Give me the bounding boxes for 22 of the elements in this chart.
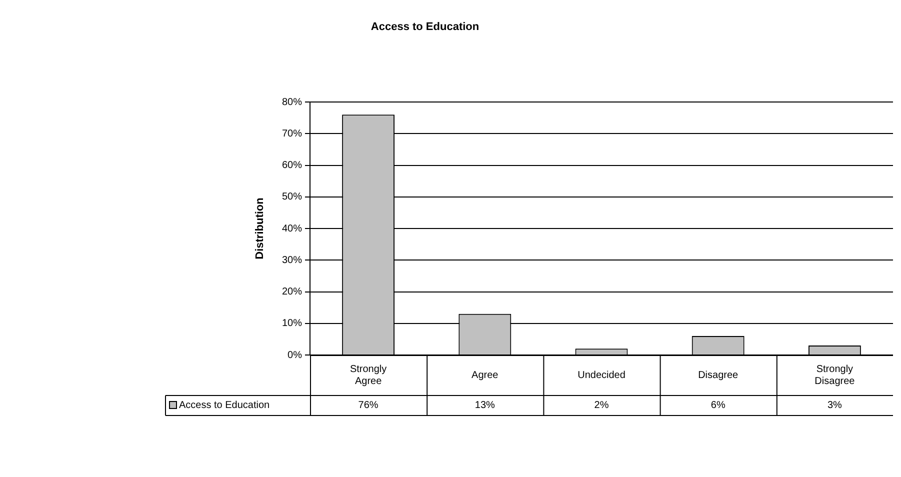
y-tick-label: 50% — [282, 192, 302, 203]
data-label: 3% — [827, 400, 842, 411]
data-label: 6% — [710, 400, 726, 411]
data-label: 2% — [594, 400, 609, 411]
data-label: 76% — [358, 400, 378, 411]
y-tick-label: 30% — [282, 254, 302, 266]
x-tick-label: Disagree — [698, 370, 739, 381]
x-tick-label: Agree — [472, 370, 499, 381]
x-tick-label: Strongly Agree — [350, 364, 387, 387]
chart-title: Access to Education — [370, 21, 480, 34]
y-tick-label: 80% — [282, 96, 302, 108]
y-tick-label: 0% — [288, 350, 302, 361]
y-tick-label: 10% — [282, 318, 302, 330]
y-tick-label: 40% — [282, 223, 302, 234]
y-tick-label: 70% — [282, 128, 302, 140]
data-label: 13% — [474, 400, 496, 411]
x-tick-label: Undecided — [578, 370, 626, 381]
legend-label: Access to Education — [179, 400, 270, 411]
y-tick-label: 60% — [282, 160, 302, 171]
y-axis-title: Distribution — [254, 197, 266, 260]
x-tick-label: Strongly Disagree — [814, 364, 856, 387]
y-tick-label: 20% — [282, 286, 302, 298]
